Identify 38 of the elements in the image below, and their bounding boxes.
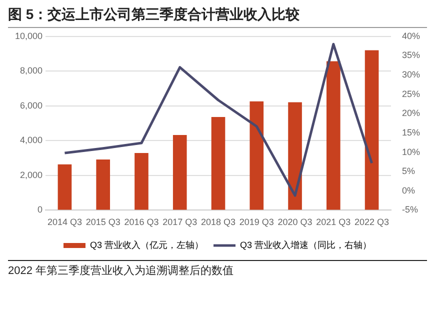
y-tick-label: 4,000 — [20, 135, 43, 146]
bar — [364, 50, 379, 210]
x-tick-label: 2022 Q3 — [354, 217, 390, 228]
bar — [211, 117, 226, 210]
x-tick-label: 2018 Q3 — [200, 217, 236, 228]
legend-label: Q3 营业收入增速（同比，右轴） — [240, 240, 372, 250]
x-tick-label: 2019 Q3 — [239, 217, 274, 228]
y-tick-label: 8,000 — [20, 66, 43, 76]
y2-tick-label: 5% — [402, 166, 415, 176]
text: 2022 年第三季度营业收入为追溯调整后的数值 — [8, 264, 235, 279]
x-tick-label: 2020 Q3 — [278, 217, 312, 228]
bar — [134, 153, 148, 210]
y-tick-label: 6,000 — [20, 100, 43, 110]
y-tick-label: 0 — [38, 204, 43, 215]
y2-tick-label: -5% — [402, 204, 418, 215]
x-tick-label: 2021 Q3 — [316, 217, 351, 228]
bar — [172, 134, 187, 210]
y2-tick-label: 10% — [402, 146, 420, 157]
y2-tick-label: 20% — [402, 108, 420, 118]
bar — [58, 164, 72, 210]
y2-tick-label: 30% — [402, 70, 420, 80]
x-tick-label: 2015 Q3 — [86, 217, 120, 228]
bar — [250, 101, 264, 210]
y2-tick-label: 35% — [402, 50, 420, 60]
bar — [96, 159, 110, 210]
y-tick-label: 2,000 — [20, 170, 43, 180]
y2-tick-label: 40% — [402, 30, 420, 41]
bar — [288, 102, 302, 210]
x-tick-label: 2016 Q3 — [124, 217, 159, 228]
chart-title: 图 5：交运上市公司第三季度合计营业收入比较 — [8, 6, 427, 28]
legend-label: Q3 营业收入（亿元，左轴） — [90, 240, 204, 250]
y-tick-label: 10,000 — [14, 30, 43, 41]
x-tick-label: 2014 Q3 — [47, 217, 82, 228]
y2-tick-label: 25% — [402, 88, 420, 99]
y2-tick-label: 0% — [402, 185, 415, 196]
bar — [326, 61, 340, 210]
x-tick-label: 2017 Q3 — [162, 217, 198, 228]
y2-tick-label: 15% — [402, 127, 420, 138]
